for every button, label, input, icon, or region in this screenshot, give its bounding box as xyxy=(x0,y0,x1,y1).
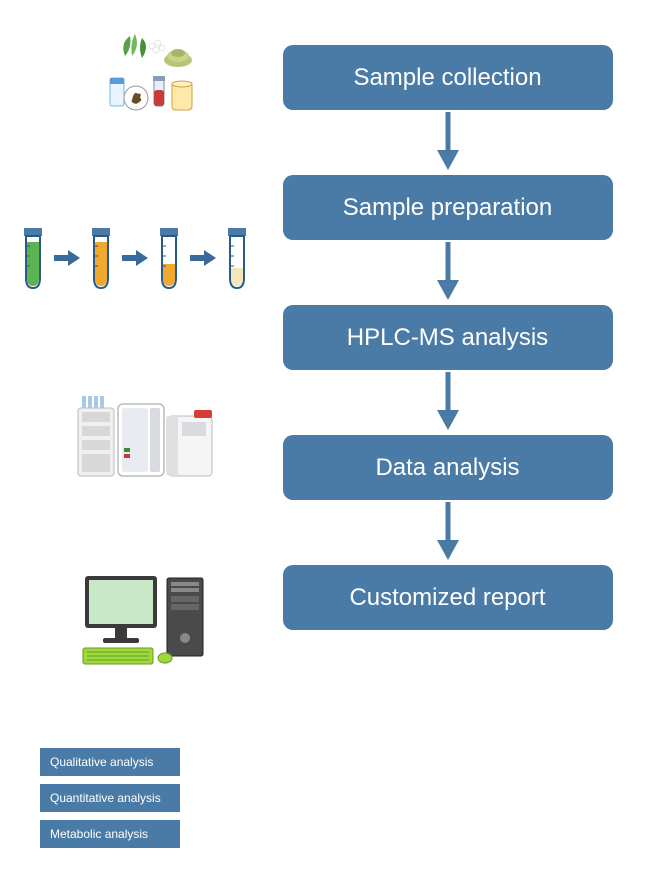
step-box-1: Sample collection xyxy=(283,45,613,110)
instrument-illustration xyxy=(30,380,260,495)
samples-illustration xyxy=(30,20,260,135)
step-box-2: Sample preparation xyxy=(283,175,613,240)
tube-arrow-2-icon xyxy=(122,248,148,268)
analysis-label-qualitative: Qualitative analysis xyxy=(40,748,180,776)
tubes-illustration xyxy=(5,200,265,315)
step-label-4: Data analysis xyxy=(375,454,519,482)
down-arrow-icon xyxy=(433,500,463,565)
illustrations-column: Qualitative analysis Quantitative analys… xyxy=(30,20,260,855)
down-arrow-icon xyxy=(433,240,463,305)
analysis-labels-list: Qualitative analysis Quantitative analys… xyxy=(40,740,260,855)
analysis-label-quantitative: Quantitative analysis xyxy=(40,784,180,812)
step-box-5: Customized report xyxy=(283,565,613,630)
tube-2-icon xyxy=(84,224,118,292)
arrow-4 xyxy=(433,500,463,565)
computer-icon xyxy=(75,568,215,668)
tube-arrow-3-icon xyxy=(190,248,216,268)
step-label-2: Sample preparation xyxy=(343,194,552,222)
samples-icon xyxy=(80,28,210,128)
down-arrow-icon xyxy=(433,110,463,175)
step-label-5: Customized report xyxy=(349,584,545,612)
tube-4-icon xyxy=(220,224,254,292)
step-label-3: HPLC-MS analysis xyxy=(347,324,548,352)
step-box-4: Data analysis xyxy=(283,435,613,500)
step-box-3: HPLC-MS analysis xyxy=(283,305,613,370)
arrow-1 xyxy=(433,110,463,175)
hplc-ms-icon xyxy=(70,390,220,485)
computer-illustration xyxy=(30,560,260,675)
tube-1-icon xyxy=(16,224,50,292)
arrow-2 xyxy=(433,240,463,305)
steps-column: Sample collection Sample preparation HPL… xyxy=(260,20,635,855)
arrow-3 xyxy=(433,370,463,435)
down-arrow-icon xyxy=(433,370,463,435)
flowchart-container: Qualitative analysis Quantitative analys… xyxy=(0,0,665,875)
tube-3-icon xyxy=(152,224,186,292)
step-label-1: Sample collection xyxy=(353,64,541,92)
analysis-label-metabolic: Metabolic analysis xyxy=(40,820,180,848)
tube-arrow-1-icon xyxy=(54,248,80,268)
